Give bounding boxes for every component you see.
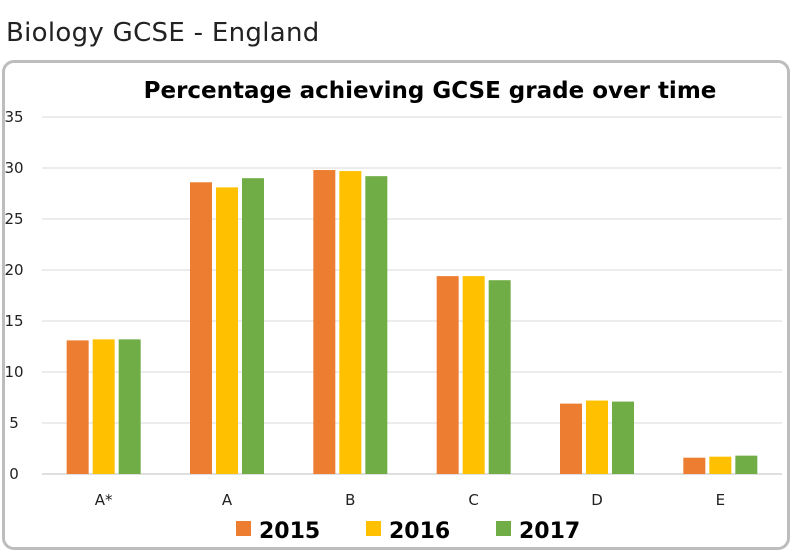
bar-2015-B	[313, 170, 336, 475]
legend: 2015 2016 2017	[236, 519, 580, 544]
x-tick-label: A	[222, 491, 233, 509]
bar-2016-B	[339, 171, 362, 474]
y-tick-label: 20	[4, 261, 23, 279]
bar-2017-C	[488, 280, 511, 474]
legend-label-2016: 2016	[389, 519, 450, 544]
bars	[66, 170, 758, 475]
bar-2016-E	[709, 456, 732, 474]
y-tick-label: 0	[9, 465, 19, 483]
legend-swatch-2015	[236, 521, 251, 536]
bar-2016-D	[586, 400, 608, 474]
y-tick-label: 35	[4, 108, 23, 126]
bar-2017-A	[242, 178, 264, 474]
x-axis-ticks: A* A B C D E	[95, 491, 725, 509]
bar-2015-A*	[66, 340, 89, 474]
x-tick-label: E	[716, 491, 725, 509]
x-tick-label: C	[468, 491, 478, 509]
y-tick-label: 30	[4, 159, 23, 177]
legend-swatch-2016	[366, 521, 381, 536]
legend-swatch-2017	[496, 521, 511, 536]
x-tick-label: A*	[95, 491, 113, 509]
y-tick-label: 25	[4, 210, 23, 228]
bar-2015-C	[436, 276, 459, 474]
bar-2017-D	[612, 401, 634, 474]
x-tick-label: B	[345, 491, 355, 509]
bar-2015-D	[560, 403, 582, 474]
bar-2017-E	[735, 455, 758, 474]
legend-label-2015: 2015	[259, 519, 320, 544]
y-tick-label: 10	[4, 363, 23, 381]
bar-2016-A	[216, 187, 238, 474]
legend-label-2017: 2017	[519, 519, 580, 544]
bar-2015-E	[683, 457, 706, 474]
y-axis-ticks: 0 5 10 15 20 25 30 35	[4, 108, 23, 483]
chart-title: Percentage achieving GCSE grade over tim…	[144, 78, 717, 104]
x-tick-label: D	[591, 491, 603, 509]
bar-2017-B	[365, 176, 388, 474]
y-tick-label: 15	[4, 312, 23, 330]
bar-2016-A*	[92, 339, 115, 474]
gridlines	[42, 116, 782, 475]
bar-2017-A*	[118, 339, 141, 474]
page-title: Biology GCSE - England	[6, 18, 320, 48]
bar-2016-C	[462, 276, 485, 474]
bar-2015-A	[190, 182, 212, 474]
y-tick-label: 5	[9, 414, 19, 432]
